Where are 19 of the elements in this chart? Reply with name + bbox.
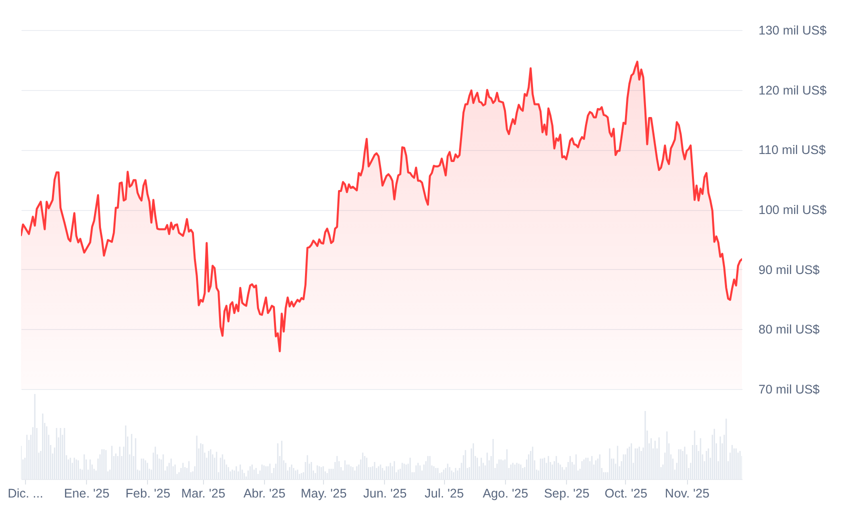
y-tick-label: 80 mil US$ — [758, 322, 820, 337]
x-tick-label: Jun. '25 — [363, 486, 407, 500]
x-tick-label: Jul. '25 — [424, 486, 464, 500]
y-tick-label: 130 mil US$ — [758, 24, 827, 38]
x-tick-label: Sep. '25 — [544, 486, 590, 500]
y-tick-label: 110 mil US$ — [758, 143, 826, 158]
x-tick-label: Mar. '25 — [181, 486, 226, 500]
x-tick-label: Oct. '25 — [604, 486, 648, 500]
x-tick-label: Nov. '25 — [664, 486, 710, 500]
x-tick-label: Ene. '25 — [64, 486, 110, 500]
x-tick-label: May. '25 — [300, 486, 347, 500]
x-tick-label: Ago. '25 — [482, 486, 528, 500]
y-tick-label: 100 mil US$ — [758, 203, 827, 217]
y-tick-label: 120 mil US$ — [758, 83, 827, 98]
x-tick-label: Dic. ... — [8, 486, 44, 500]
x-tick-label: Feb. '25 — [126, 486, 170, 500]
x-tick-label: Abr. '25 — [243, 486, 286, 500]
y-tick-label: 90 mil US$ — [758, 262, 820, 277]
y-tick-label: 70 mil US$ — [758, 382, 820, 396]
